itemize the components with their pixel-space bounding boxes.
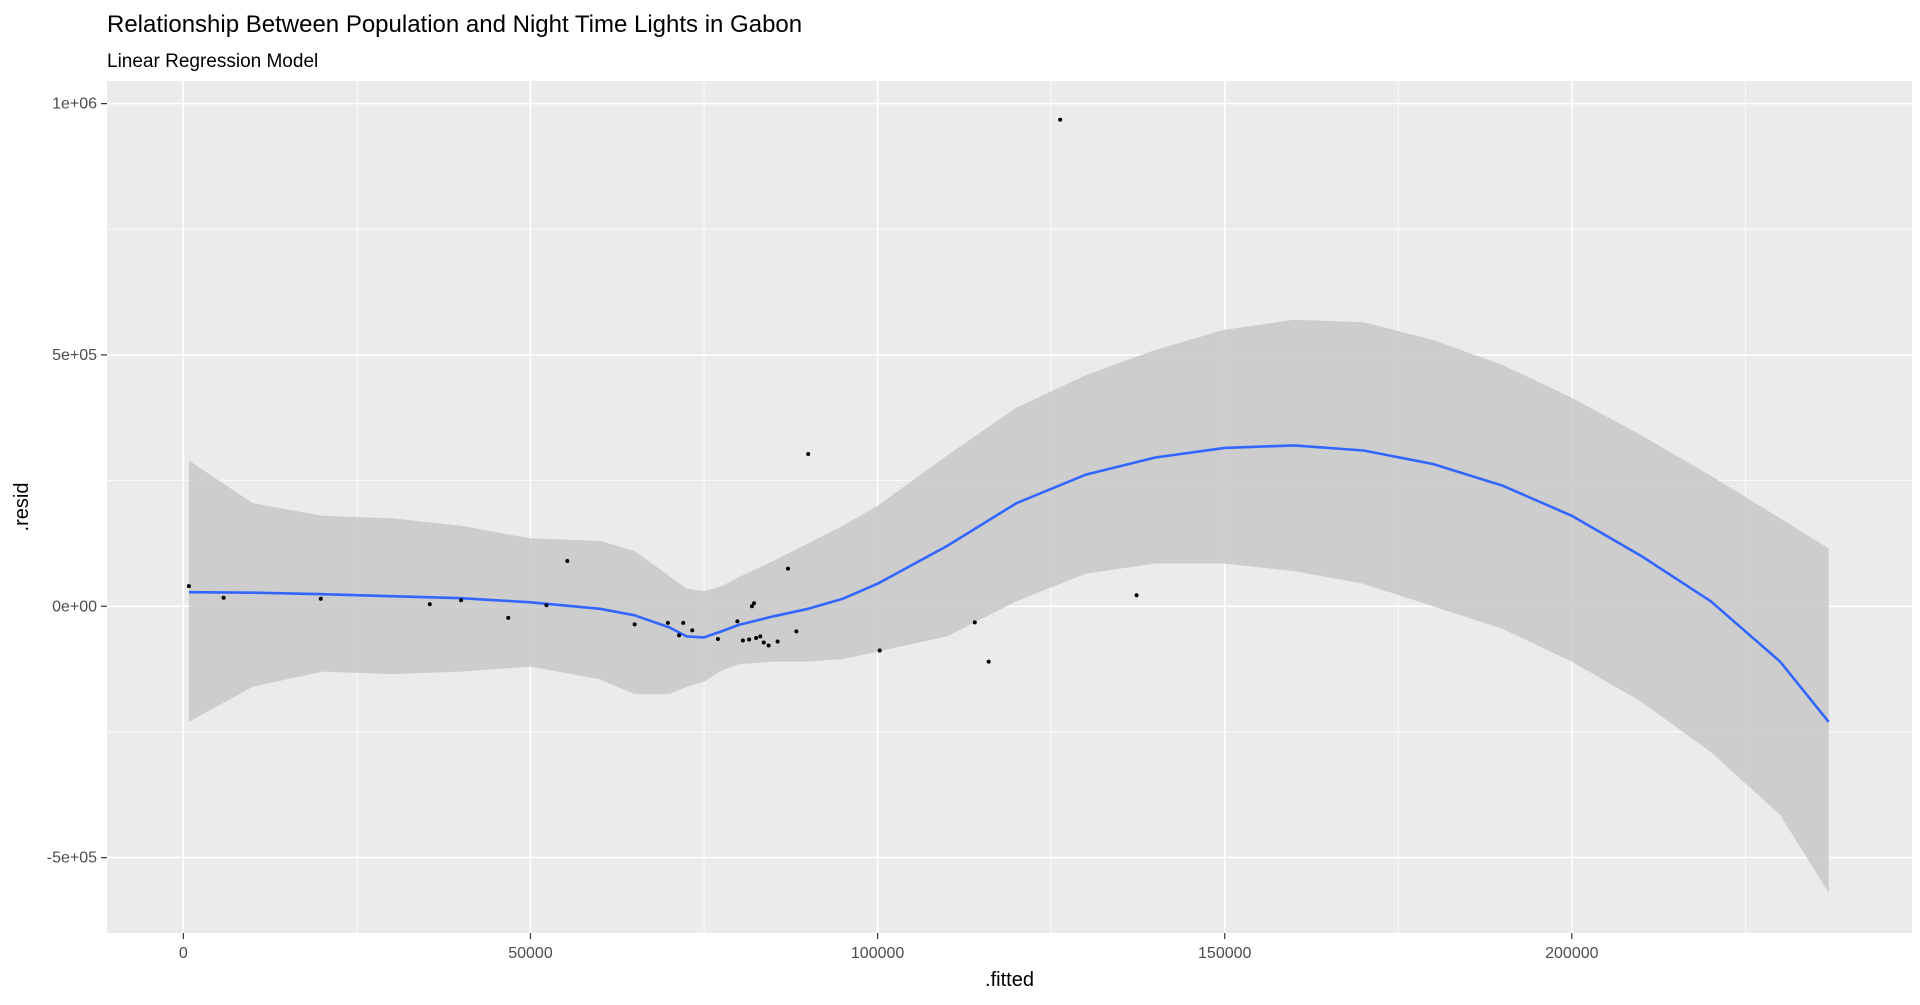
data-point	[427, 602, 432, 607]
data-point	[752, 601, 757, 606]
data-point	[740, 638, 745, 643]
data-point	[754, 635, 759, 640]
x-tick-label: 50000	[508, 945, 553, 962]
smooth-line	[188, 444, 1830, 723]
data-point	[1058, 117, 1063, 122]
data-point	[761, 640, 766, 645]
chart-subtitle: Linear Regression Model	[107, 51, 318, 72]
y-axis: -5e+05 0e+00 5e+05 1e+06	[47, 96, 107, 867]
y-tick-label: 5e+05	[52, 347, 97, 364]
points-layer	[186, 117, 1139, 664]
y-tick-label: 0e+00	[52, 598, 97, 615]
data-point	[794, 629, 799, 634]
data-point	[749, 604, 754, 609]
data-point	[186, 584, 191, 589]
y-tick-label: -5e+05	[47, 850, 97, 867]
x-tick-label: 150000	[1198, 945, 1251, 962]
y-axis-title: .resid	[11, 483, 33, 532]
data-point	[506, 615, 511, 620]
data-point	[786, 566, 791, 571]
data-point	[318, 596, 323, 601]
data-point	[735, 619, 740, 624]
data-point	[806, 451, 811, 456]
data-point	[715, 636, 720, 641]
data-point	[766, 643, 771, 648]
x-tick-label: 100000	[851, 945, 904, 962]
data-point	[681, 620, 686, 625]
data-point	[459, 598, 464, 603]
confidence-band-layer	[188, 319, 1829, 893]
data-point	[972, 620, 977, 625]
confidence-band	[188, 319, 1829, 893]
x-axis-title: .fitted	[985, 969, 1034, 991]
data-point	[565, 559, 570, 564]
chart-title: Relationship Between Population and Nigh…	[107, 11, 802, 38]
data-point	[690, 628, 695, 633]
data-point	[747, 637, 752, 642]
y-tick-label: 1e+06	[52, 96, 97, 113]
data-point	[221, 595, 226, 600]
data-point	[775, 639, 780, 644]
data-point	[544, 603, 549, 608]
data-point	[677, 633, 682, 638]
data-point	[758, 634, 763, 639]
x-tick-label: 200000	[1545, 945, 1598, 962]
data-point	[665, 620, 670, 625]
data-point	[632, 622, 637, 627]
data-point	[986, 659, 991, 664]
data-point	[877, 648, 882, 653]
data-point	[1134, 593, 1139, 598]
x-tick-label: 0	[179, 945, 188, 962]
x-axis: 0 50000 100000 150000 200000	[179, 933, 1599, 962]
smooth-line-layer	[188, 444, 1830, 723]
